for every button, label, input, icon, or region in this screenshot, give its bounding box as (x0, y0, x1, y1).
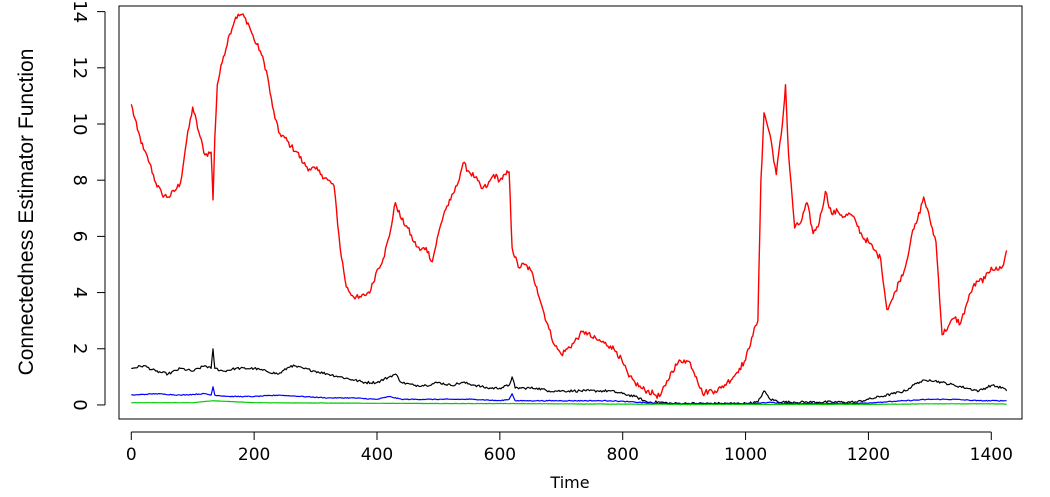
series-layer (130, 13, 1008, 406)
y-tick-label: 2 (69, 343, 90, 354)
series-line-4 (131, 400, 1007, 406)
axis-layer: 0 200 400 600 800 1000 1200 1400 0 2 4 6 8 10 12 14 (69, 0, 1013, 465)
series-line-3 (131, 386, 1007, 405)
plot-frame (118, 5, 1023, 420)
x-tick-label: 200 (238, 445, 270, 465)
x-tick-label: 400 (361, 445, 393, 465)
y-tick-label: 8 (69, 174, 90, 185)
x-tick-label: 800 (606, 445, 638, 465)
x-tick-label: 1000 (724, 445, 767, 465)
x-axis-title: Time (549, 473, 589, 492)
y-tick-label: 0 (69, 399, 90, 410)
y-tick-label: 10 (69, 113, 90, 136)
y-tick-label: 4 (69, 287, 90, 298)
series-line-1 (130, 13, 1008, 399)
y-tick-label: 14 (69, 0, 90, 23)
x-tick-label: 1400 (970, 445, 1013, 465)
y-tick-label: 12 (69, 56, 90, 79)
x-tick-label: 600 (484, 445, 516, 465)
x-tick-label: 1200 (847, 445, 890, 465)
series-line-2 (131, 348, 1008, 406)
x-tick-label: 0 (126, 445, 137, 465)
y-axis-title: Connectedness Estimator Function (15, 49, 38, 376)
y-tick-label: 6 (69, 231, 90, 242)
